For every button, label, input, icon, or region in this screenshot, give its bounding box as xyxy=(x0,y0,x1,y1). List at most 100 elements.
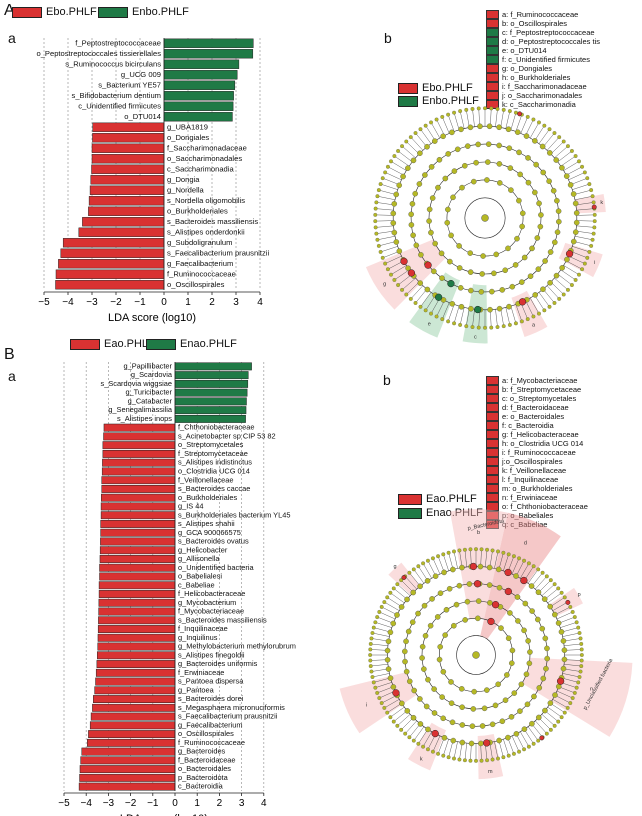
tree-node xyxy=(440,715,446,722)
tree-node xyxy=(385,638,392,645)
bar xyxy=(174,379,249,388)
x-tick-label: −2 xyxy=(110,297,122,308)
bar xyxy=(92,122,165,132)
tree-node xyxy=(492,702,499,709)
x-tick-label: −2 xyxy=(125,798,137,809)
tree-node xyxy=(442,175,449,182)
tree-branch xyxy=(376,225,394,228)
x-tick-label: −1 xyxy=(134,297,146,308)
tree-node xyxy=(417,583,423,590)
tree-node xyxy=(540,675,547,682)
taxa-key-item: i: f_Saccharimonadaceae xyxy=(486,82,600,91)
bar-label: o_Saccharimonadales xyxy=(167,154,242,163)
bar xyxy=(89,185,165,195)
tree-node xyxy=(429,195,436,201)
tree-node xyxy=(513,573,519,579)
tree-branch xyxy=(454,306,460,323)
tree-node xyxy=(554,197,560,204)
tree-node xyxy=(439,694,445,700)
tree-node xyxy=(464,143,471,149)
x-tick-label: 0 xyxy=(172,798,178,809)
tree-branch xyxy=(554,146,568,159)
bar-label: f_Bacteroidaceae xyxy=(178,755,236,764)
tree-node xyxy=(449,129,455,136)
leaf-node xyxy=(568,604,573,609)
bar xyxy=(101,476,176,485)
tree-branch xyxy=(478,109,480,127)
tree-node xyxy=(539,143,546,150)
tree-branch xyxy=(566,167,582,176)
tree-node xyxy=(456,243,462,249)
leaf-node xyxy=(383,261,388,266)
tree-branch xyxy=(466,308,470,326)
tree-branch xyxy=(380,612,396,620)
bar-label: s_Alistipes inops xyxy=(117,414,172,423)
leaf-node xyxy=(423,308,428,313)
bar-label: o_Streptomycetales xyxy=(178,440,244,449)
leaf-node xyxy=(552,301,557,305)
tree-node xyxy=(489,288,495,295)
leaf-node xyxy=(496,756,500,761)
bar xyxy=(79,765,176,774)
leaf-node xyxy=(374,200,379,205)
significant-node xyxy=(565,250,574,258)
leaf-node xyxy=(373,225,378,230)
tree-node xyxy=(424,143,430,150)
leaf-node xyxy=(429,120,433,125)
taxa-key-item: b: f_Streptomycetaceae xyxy=(486,385,588,394)
bar-label: p_Bacteroidota xyxy=(178,773,229,782)
bar-label: f_Streptomycetaceae xyxy=(178,449,248,458)
taxa-key-item: a: f_Mycobacteriaceae xyxy=(486,376,588,385)
bar-label: s_Scardovia wiggsiae xyxy=(101,379,172,388)
tree-branch xyxy=(568,172,584,181)
tree-branch xyxy=(550,281,564,294)
tree-node xyxy=(393,239,400,245)
tree-node xyxy=(572,229,579,235)
tree-branch xyxy=(402,146,416,159)
leaf-node xyxy=(579,658,584,663)
bar-label: g_IS 44 xyxy=(178,502,203,511)
tree-branch xyxy=(563,161,579,171)
clade-sector xyxy=(462,284,488,344)
tree-node xyxy=(532,292,539,298)
bar xyxy=(81,747,176,756)
significant-node xyxy=(556,677,565,685)
tree-branch xyxy=(552,602,567,611)
cladogram-a: g e c a i k xyxy=(365,106,606,344)
tree-node xyxy=(475,598,482,604)
tree-node xyxy=(517,708,523,714)
tree-branch xyxy=(563,265,579,275)
tree-branch xyxy=(379,190,397,195)
tree-node xyxy=(390,620,397,627)
tree-branch xyxy=(386,172,402,181)
tree-node xyxy=(542,707,548,714)
tree-branch xyxy=(505,307,510,324)
tree-branch xyxy=(436,120,445,136)
bar-label: s_Megasphaera micronuciformis xyxy=(178,703,285,712)
taxa-key-item: l: f_Inquilinaceae xyxy=(486,475,588,484)
tree-branch xyxy=(420,292,432,307)
tree-node xyxy=(525,179,532,186)
bar-label: f_Chthoniobacteraceae xyxy=(178,423,254,432)
leaf-node xyxy=(573,154,578,158)
taxa-key-swatch xyxy=(486,484,499,493)
tree-node xyxy=(535,266,542,272)
leaf-node xyxy=(561,139,566,144)
tree-node xyxy=(502,697,509,704)
tree-node xyxy=(424,578,431,584)
taxa-key-swatch xyxy=(486,448,499,457)
bar xyxy=(95,668,176,677)
tree-node xyxy=(423,703,430,710)
tree-node xyxy=(475,141,481,148)
leaf-node xyxy=(517,749,521,754)
tree-node xyxy=(573,210,580,216)
tree-node xyxy=(536,200,542,207)
tree-node xyxy=(394,612,400,618)
tree-branch xyxy=(443,739,449,755)
tree-branch xyxy=(542,288,554,303)
tree-node xyxy=(560,665,567,672)
tree-node xyxy=(558,629,565,635)
bar xyxy=(100,537,176,546)
bar-label: f_Saccharimonadaceae xyxy=(167,144,247,153)
tree-node xyxy=(426,206,433,213)
